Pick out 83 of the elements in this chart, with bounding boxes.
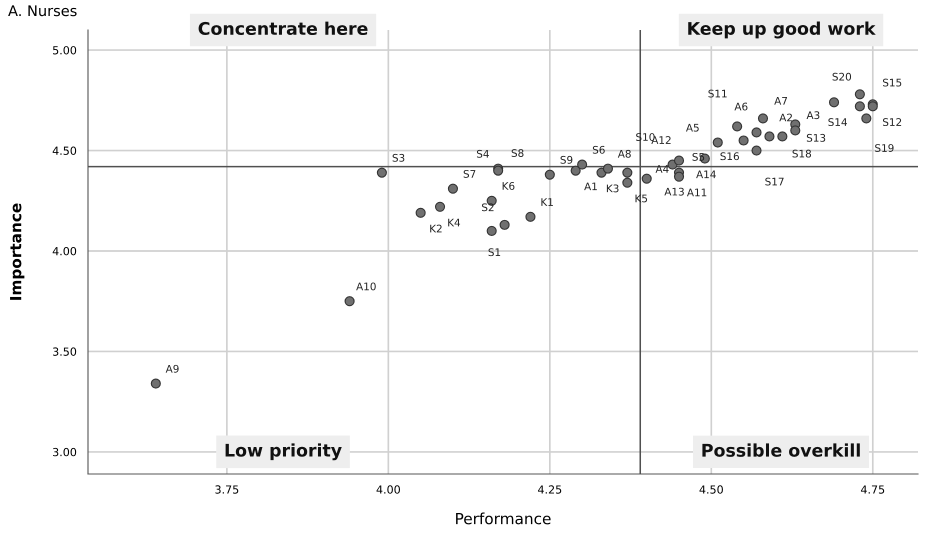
point [577, 160, 588, 170]
data-label: A7 [774, 97, 788, 105]
data-label: S8 [512, 149, 524, 157]
data-label: S17 [765, 178, 784, 186]
data-label: A10 [356, 282, 376, 290]
point [622, 168, 632, 178]
point [622, 178, 632, 188]
annotation: Concentrate here [198, 22, 368, 36]
point [525, 212, 536, 222]
data-label: A1 [584, 182, 597, 190]
point [544, 170, 555, 180]
data-label: S15 [882, 78, 902, 87]
point [570, 166, 581, 176]
data-label: A11 [686, 188, 706, 196]
point [674, 172, 684, 182]
data-label: S1 [488, 248, 500, 256]
x-tick-label: 4.75 [860, 485, 884, 494]
x-axis-title: Performance [456, 512, 551, 524]
data-label: A9 [166, 364, 179, 373]
x-tick-label: 4.00 [376, 485, 400, 494]
annotation: Keep up good work [688, 22, 876, 38]
data-label: K2 [430, 224, 442, 232]
point [861, 113, 872, 124]
data-label: S3 [392, 154, 404, 162]
data-label: A8 [618, 150, 631, 158]
point [642, 174, 652, 184]
data-label: A3 [806, 111, 820, 120]
y-tick-label: 5.00 [53, 46, 76, 54]
data-label: S14 [828, 118, 847, 126]
data-label: K1 [541, 198, 553, 206]
data-label: K6 [502, 182, 514, 190]
data-label: S11 [708, 90, 727, 98]
point [602, 164, 614, 174]
data-label: S18 [792, 150, 812, 158]
data-label: S7 [464, 170, 476, 178]
data-label: S6 [592, 146, 605, 154]
x-tick-label: 4.25 [538, 485, 562, 494]
x-tick-label: 4.50 [699, 485, 723, 494]
data-label: S13 [806, 134, 826, 142]
y-tick-label: 4.00 [52, 246, 76, 256]
data-label: S9 [560, 156, 572, 164]
data-label: A13 [664, 188, 684, 196]
point [500, 220, 510, 230]
data-label: K3 [606, 184, 619, 192]
data-label: S16 [720, 152, 739, 160]
data-label: K4 [448, 218, 460, 226]
data-label: A14 [696, 170, 716, 178]
y-axis-title: Importance [10, 204, 24, 300]
y-tick-label: 3.00 [52, 448, 76, 456]
point [416, 208, 426, 218]
data-label: A5 [686, 124, 699, 132]
x-tick-label: 3.75 [215, 485, 238, 494]
point [764, 131, 774, 142]
data-label: S12 [882, 118, 902, 126]
point [751, 145, 762, 156]
point [790, 125, 800, 136]
point [854, 89, 865, 100]
point [344, 296, 355, 306]
point [712, 137, 723, 148]
y-tick-label: 3.50 [52, 347, 76, 356]
annotation: Possible overkill [702, 443, 860, 457]
point [732, 121, 742, 132]
point [828, 97, 840, 108]
point [674, 156, 684, 166]
point [758, 113, 768, 124]
chart-title: A. Nurses [8, 5, 77, 16]
point [751, 127, 762, 138]
data-label: S19 [875, 144, 894, 152]
point [486, 226, 497, 236]
data-label: A2 [779, 114, 792, 122]
point [777, 131, 788, 142]
point [376, 168, 387, 178]
point [150, 378, 161, 389]
point [448, 184, 458, 194]
point [854, 101, 865, 112]
annotation: Low priority [226, 443, 342, 460]
data-label: A6 [734, 102, 748, 110]
y-tick-label: 4.50 [52, 146, 76, 155]
point [434, 202, 446, 212]
data-label: S20 [832, 72, 852, 81]
point [738, 135, 749, 146]
data-label: S2 [482, 203, 494, 212]
data-label: S4 [476, 150, 489, 158]
